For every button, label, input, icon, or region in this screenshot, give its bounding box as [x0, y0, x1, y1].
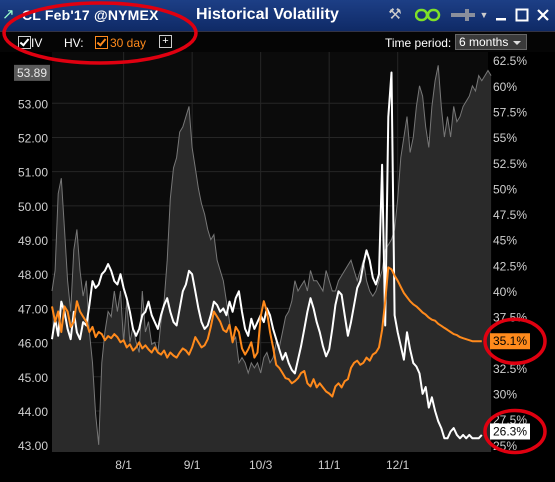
left-tick-label: 52.00 [18, 131, 48, 145]
right-tick-label: 30% [493, 388, 517, 402]
date-axis: 8/1 9/1 10/3 11/1 12/1 [115, 458, 409, 472]
x-tick-label: 9/1 [184, 458, 201, 472]
iv-area [52, 65, 492, 453]
iv-annotation-ring [483, 408, 547, 455]
window-menu-chevron-icon[interactable]: ▼ [479, 10, 489, 20]
iv-series [51, 65, 492, 453]
close-icon[interactable] [532, 4, 554, 26]
right-tick-label: 52.5% [493, 157, 527, 171]
x-tick-label: 11/1 [318, 458, 341, 472]
left-tick-label: 49.00 [18, 234, 48, 248]
add-study-button[interactable]: + [159, 35, 172, 48]
wrench-icon[interactable]: ⚒ [388, 6, 402, 23]
iv-label: IV [31, 36, 43, 50]
x-tick-label: 10/3 [249, 458, 273, 472]
right-tick-label: 40% [493, 285, 517, 299]
chart-app-icon: ↗ [2, 6, 15, 23]
iv-tag-box [490, 423, 530, 440]
chart-toolbar: IV HV: 30 day + Time period: 6 months [0, 32, 555, 52]
hv-line [51, 266, 482, 398]
right-tick-label: 55% [493, 131, 517, 145]
maximize-icon[interactable] [511, 4, 533, 26]
price-tag-label: 53.89 [17, 66, 47, 80]
hv-tag-box [490, 333, 530, 350]
pin-icon[interactable] [448, 4, 478, 26]
link-chain-icon[interactable] [414, 4, 442, 26]
left-tick-label: 44.00 [18, 405, 48, 419]
left-tick-label: 43.00 [18, 439, 48, 453]
hv-label: HV: [64, 36, 84, 50]
right-tick-label: 50% [493, 182, 517, 196]
volatility-chart: 43.00 44.00 45.00 46.00 47.00 48.00 49.00 50.00… [14, 52, 547, 472]
annotation-circles [483, 317, 547, 455]
contract-symbol: CL Feb'17 @NYMEX [22, 7, 159, 23]
iv-tag-label: 26.3% [493, 424, 527, 438]
time-period-select[interactable]: 6 months [455, 34, 527, 50]
left-tick-label: 53.00 [18, 97, 48, 111]
hv-series [51, 266, 482, 398]
left-tick-label: 46.00 [18, 337, 48, 351]
right-tick-label: 42.5% [493, 259, 527, 273]
right-tick-label: 32.5% [493, 362, 527, 376]
left-tick-label: 51.00 [18, 166, 48, 180]
left-tick-label: 47.00 [18, 302, 48, 316]
title-bar: ↗ CL Feb'17 @NYMEX Historical Volatility… [0, 0, 555, 32]
left-tick-label: 48.00 [18, 268, 48, 282]
window-title: Historical Volatility [196, 6, 339, 23]
minimize-icon[interactable] [490, 4, 512, 26]
right-percent-axis: 25%27.5%30%32.5%35%37.5%40%42.5%45%47.5%… [493, 54, 527, 453]
current-value-labels: 53.89 35.1% 26.3% [14, 64, 530, 440]
left-tick-label: 45.00 [18, 371, 48, 385]
hv-tag-label: 35.1% [493, 334, 527, 348]
time-period-label: Time period: [385, 36, 452, 50]
right-tick-label: 57.5% [493, 105, 527, 119]
iv-line [51, 65, 492, 445]
iv-checkbox[interactable] [18, 36, 31, 49]
hv-period-selector[interactable]: 30 day [110, 36, 147, 50]
hv-checkbox[interactable] [95, 36, 108, 49]
right-tick-label: 47.5% [493, 208, 527, 222]
x-tick-label: 8/1 [115, 458, 132, 472]
x-tick-label: 12/1 [386, 458, 410, 472]
right-tick-label: 60% [493, 80, 517, 94]
left-price-axis: 43.00 44.00 45.00 46.00 47.00 48.00 49.00 50.00… [18, 97, 48, 453]
right-tick-label: 45% [493, 234, 517, 248]
price-tag-box [14, 64, 50, 81]
hv-annotation-ring [483, 317, 547, 365]
right-tick-label: 62.5% [493, 54, 527, 68]
left-tick-label: 50.00 [18, 200, 48, 214]
